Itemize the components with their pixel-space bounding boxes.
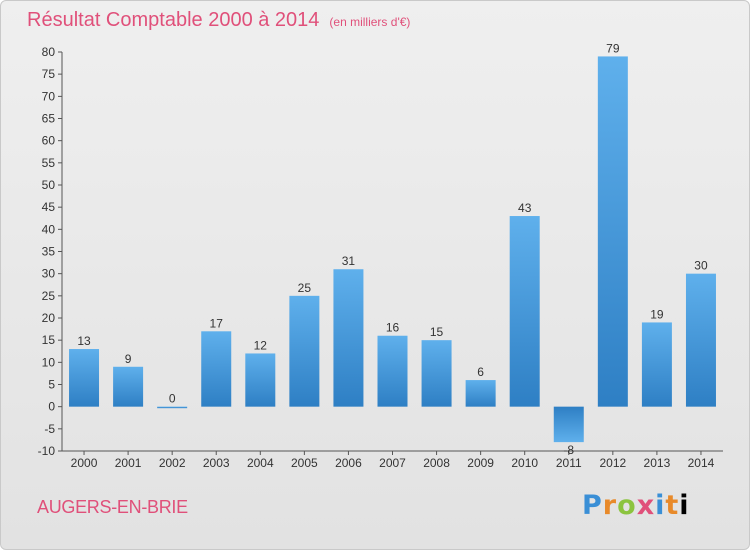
chart-data-labels: 13 9 0 17 12 25 31 16 15 6 43 -8 79 19 30 [77,41,708,457]
y-tick-label: 65 [42,112,56,126]
chart-bars [69,56,716,443]
y-tick-label: 5 [48,378,55,392]
bar-2000 [69,349,100,407]
data-label-2008: 15 [430,325,444,339]
logo-letter: P [582,490,603,521]
proxiti-logo: Proxiti [582,490,690,521]
data-label-2012: 79 [606,41,620,55]
x-tick-label: 2008 [423,456,450,470]
x-tick-label: 2002 [159,456,186,470]
logo-letter: t [665,490,680,521]
x-tick-label: 2005 [291,456,318,470]
data-label-2004: 12 [254,338,268,352]
x-tick-label: 2014 [688,456,715,470]
y-tick-label: 80 [42,45,56,59]
y-tick-label: 50 [42,178,56,192]
x-tick-label: 2013 [644,456,671,470]
y-tick-label: 70 [42,89,56,103]
y-tick-label: 55 [42,156,56,170]
town-name: AUGERS-EN-BRIE [37,497,188,517]
logo-letter: o [617,490,637,521]
bar-2004 [245,353,276,407]
y-tick-label: 10 [42,355,56,369]
chart-title: Résultat Comptable 2000 à 2014 (en millie… [27,9,410,32]
y-tick-label: 60 [42,134,56,148]
logo-letter: i [679,490,690,521]
logo-letter: r [602,490,618,521]
y-tick-label: 15 [42,333,56,347]
data-label-2001: 9 [125,352,132,366]
x-tick-label: 2012 [599,456,626,470]
y-tick-label: 45 [42,200,56,214]
x-tick-label: 2010 [511,456,538,470]
data-label-2002: 0 [169,392,176,406]
data-label-2000: 13 [77,334,91,348]
bar-2012 [597,56,628,407]
bar-2014 [685,273,716,407]
bar-2013 [641,322,672,407]
y-tick-label: 75 [42,67,56,81]
data-label-2007: 16 [386,321,400,335]
x-tick-label: 2007 [379,456,406,470]
y-tick-label: 0 [48,400,55,414]
data-label-2006: 31 [342,254,356,268]
x-tick-label: 2000 [71,456,98,470]
x-tick-label: 2001 [115,456,142,470]
bar-2010 [509,216,540,407]
chart-subtitle: (en milliers d'€) [329,15,411,29]
logo-letter: i [655,490,666,521]
data-label-2005: 25 [298,281,312,295]
y-tick-label: 30 [42,267,56,281]
bar-2008 [421,340,452,407]
y-tick-label: -10 [38,444,56,458]
data-label-2014: 30 [694,259,708,273]
data-label-2009: 6 [477,365,484,379]
x-tick-label: 2011 [556,456,582,470]
bar-2009 [465,380,496,407]
y-tick-label: 35 [42,245,56,259]
data-label-2013: 19 [650,307,664,321]
y-tick-label: 20 [42,311,56,325]
bar-2005 [289,295,320,407]
data-label-2010: 43 [518,201,532,215]
x-tick-label: 2003 [203,456,230,470]
x-tick-label: 2004 [247,456,274,470]
chart-title-text: Résultat Comptable 2000 à 2014 [27,9,320,31]
y-tick-label: -5 [44,422,55,436]
bar-2011 [553,406,584,443]
bar-2006 [333,269,364,407]
bar-2002 [157,406,188,409]
x-tick-label: 2006 [335,456,362,470]
chart-axes: -10-505101520253035404550556065707580200… [38,45,723,470]
bar-2007 [377,335,408,407]
logo-letter: x [636,490,656,521]
x-tick-label: 2009 [467,456,494,470]
data-label-2011: -8 [563,443,574,457]
bar-2001 [113,366,144,407]
y-tick-label: 25 [42,289,56,303]
bar-2003 [201,331,232,407]
data-label-2003: 17 [210,316,224,330]
y-tick-label: 40 [42,222,56,236]
